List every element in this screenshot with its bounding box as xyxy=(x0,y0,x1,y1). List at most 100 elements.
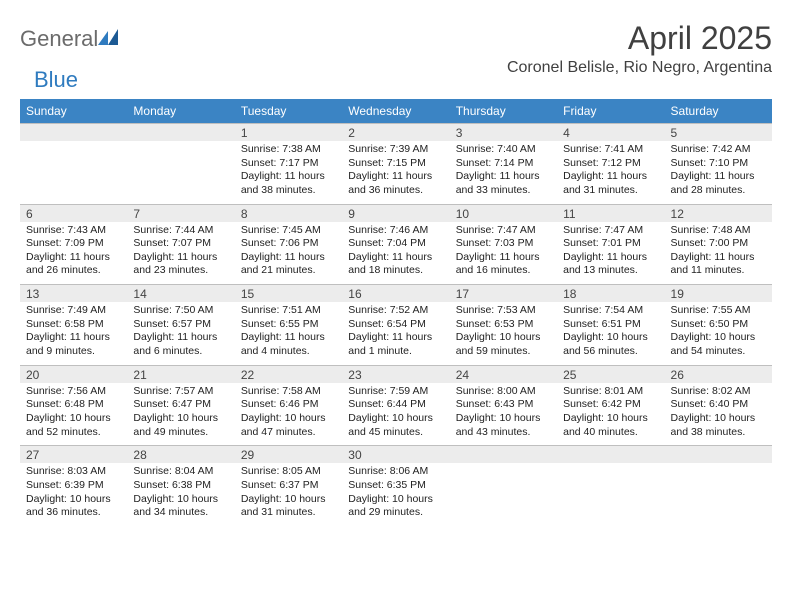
day-body: Sunrise: 7:59 AMSunset: 6:44 PMDaylight:… xyxy=(342,383,449,446)
sunset-line: Sunset: 6:37 PM xyxy=(241,479,336,493)
sunset-line: Sunset: 6:42 PM xyxy=(563,398,658,412)
sunset-line: Sunset: 7:00 PM xyxy=(671,237,766,251)
day-number: 26 xyxy=(665,366,772,383)
day-body: Sunrise: 7:50 AMSunset: 6:57 PMDaylight:… xyxy=(127,302,234,365)
day-number: 28 xyxy=(127,446,234,463)
daylight-line: Daylight: 11 hours and 26 minutes. xyxy=(26,251,121,278)
sunrise-line: Sunrise: 7:45 AM xyxy=(241,224,336,238)
day-number: 7 xyxy=(127,205,234,222)
sunrise-line: Sunrise: 7:52 AM xyxy=(348,304,443,318)
day-cell: 30Sunrise: 8:06 AMSunset: 6:35 PMDayligh… xyxy=(342,446,449,526)
sunrise-line: Sunrise: 7:47 AM xyxy=(563,224,658,238)
day-body: Sunrise: 7:38 AMSunset: 7:17 PMDaylight:… xyxy=(235,141,342,204)
day-cell: 29Sunrise: 8:05 AMSunset: 6:37 PMDayligh… xyxy=(235,446,342,526)
sunset-line: Sunset: 7:01 PM xyxy=(563,237,658,251)
day-cell: 9Sunrise: 7:46 AMSunset: 7:04 PMDaylight… xyxy=(342,204,449,285)
day-cell: 18Sunrise: 7:54 AMSunset: 6:51 PMDayligh… xyxy=(557,285,664,366)
sunset-line: Sunset: 7:09 PM xyxy=(26,237,121,251)
dow-saturday: Saturday xyxy=(665,99,772,124)
sunrise-line: Sunrise: 7:57 AM xyxy=(133,385,228,399)
day-body: Sunrise: 7:53 AMSunset: 6:53 PMDaylight:… xyxy=(450,302,557,365)
sunrise-line: Sunrise: 7:55 AM xyxy=(671,304,766,318)
sunset-line: Sunset: 7:17 PM xyxy=(241,157,336,171)
daylight-line: Daylight: 10 hours and 29 minutes. xyxy=(348,493,443,520)
day-number xyxy=(557,446,664,463)
day-number xyxy=(665,446,772,463)
day-cell: 10Sunrise: 7:47 AMSunset: 7:03 PMDayligh… xyxy=(450,204,557,285)
day-cell: 21Sunrise: 7:57 AMSunset: 6:47 PMDayligh… xyxy=(127,365,234,446)
week-row: 13Sunrise: 7:49 AMSunset: 6:58 PMDayligh… xyxy=(20,285,772,366)
sunrise-line: Sunrise: 7:50 AM xyxy=(133,304,228,318)
day-body: Sunrise: 7:40 AMSunset: 7:14 PMDaylight:… xyxy=(450,141,557,204)
day-cell xyxy=(665,446,772,526)
sunrise-line: Sunrise: 8:04 AM xyxy=(133,465,228,479)
day-cell: 2Sunrise: 7:39 AMSunset: 7:15 PMDaylight… xyxy=(342,124,449,205)
sunset-line: Sunset: 6:54 PM xyxy=(348,318,443,332)
sunrise-line: Sunrise: 7:40 AM xyxy=(456,143,551,157)
sunrise-line: Sunrise: 7:59 AM xyxy=(348,385,443,399)
brand-part1: General xyxy=(20,26,98,52)
sunrise-line: Sunrise: 8:03 AM xyxy=(26,465,121,479)
day-body: Sunrise: 7:51 AMSunset: 6:55 PMDaylight:… xyxy=(235,302,342,365)
day-number: 10 xyxy=(450,205,557,222)
day-number: 1 xyxy=(235,124,342,141)
day-cell xyxy=(20,124,127,205)
day-body: Sunrise: 7:41 AMSunset: 7:12 PMDaylight:… xyxy=(557,141,664,204)
sunrise-line: Sunrise: 7:48 AM xyxy=(671,224,766,238)
brand-part2: Blue xyxy=(34,67,78,93)
day-body: Sunrise: 7:58 AMSunset: 6:46 PMDaylight:… xyxy=(235,383,342,446)
day-cell: 23Sunrise: 7:59 AMSunset: 6:44 PMDayligh… xyxy=(342,365,449,446)
week-row: 6Sunrise: 7:43 AMSunset: 7:09 PMDaylight… xyxy=(20,204,772,285)
day-number: 2 xyxy=(342,124,449,141)
day-cell: 20Sunrise: 7:56 AMSunset: 6:48 PMDayligh… xyxy=(20,365,127,446)
sunset-line: Sunset: 6:40 PM xyxy=(671,398,766,412)
day-cell: 17Sunrise: 7:53 AMSunset: 6:53 PMDayligh… xyxy=(450,285,557,366)
sunrise-line: Sunrise: 7:46 AM xyxy=(348,224,443,238)
daylight-line: Daylight: 11 hours and 33 minutes. xyxy=(456,170,551,197)
day-number: 23 xyxy=(342,366,449,383)
day-number: 4 xyxy=(557,124,664,141)
day-body: Sunrise: 7:49 AMSunset: 6:58 PMDaylight:… xyxy=(20,302,127,365)
location-line: Coronel Belisle, Rio Negro, Argentina xyxy=(507,59,772,77)
day-body: Sunrise: 7:47 AMSunset: 7:03 PMDaylight:… xyxy=(450,222,557,285)
sunset-line: Sunset: 6:43 PM xyxy=(456,398,551,412)
daylight-line: Daylight: 11 hours and 13 minutes. xyxy=(563,251,658,278)
sunset-line: Sunset: 6:51 PM xyxy=(563,318,658,332)
day-number xyxy=(450,446,557,463)
day-body: Sunrise: 8:04 AMSunset: 6:38 PMDaylight:… xyxy=(127,463,234,526)
day-cell: 11Sunrise: 7:47 AMSunset: 7:01 PMDayligh… xyxy=(557,204,664,285)
sunrise-line: Sunrise: 7:42 AM xyxy=(671,143,766,157)
day-body: Sunrise: 7:54 AMSunset: 6:51 PMDaylight:… xyxy=(557,302,664,365)
day-number xyxy=(20,124,127,141)
sunrise-line: Sunrise: 7:51 AM xyxy=(241,304,336,318)
sunset-line: Sunset: 7:10 PM xyxy=(671,157,766,171)
daylight-line: Daylight: 11 hours and 1 minute. xyxy=(348,331,443,358)
day-cell: 27Sunrise: 8:03 AMSunset: 6:39 PMDayligh… xyxy=(20,446,127,526)
day-number: 3 xyxy=(450,124,557,141)
day-number: 19 xyxy=(665,285,772,302)
day-body: Sunrise: 7:55 AMSunset: 6:50 PMDaylight:… xyxy=(665,302,772,365)
day-number: 12 xyxy=(665,205,772,222)
day-cell: 3Sunrise: 7:40 AMSunset: 7:14 PMDaylight… xyxy=(450,124,557,205)
day-cell: 25Sunrise: 8:01 AMSunset: 6:42 PMDayligh… xyxy=(557,365,664,446)
day-cell: 24Sunrise: 8:00 AMSunset: 6:43 PMDayligh… xyxy=(450,365,557,446)
sunset-line: Sunset: 6:48 PM xyxy=(26,398,121,412)
day-body: Sunrise: 7:45 AMSunset: 7:06 PMDaylight:… xyxy=(235,222,342,285)
calendar-table: Sunday Monday Tuesday Wednesday Thursday… xyxy=(20,99,772,526)
day-body: Sunrise: 7:43 AMSunset: 7:09 PMDaylight:… xyxy=(20,222,127,285)
day-number: 20 xyxy=(20,366,127,383)
day-number: 14 xyxy=(127,285,234,302)
day-body xyxy=(127,141,234,201)
day-number: 24 xyxy=(450,366,557,383)
daylight-line: Daylight: 11 hours and 28 minutes. xyxy=(671,170,766,197)
day-cell: 7Sunrise: 7:44 AMSunset: 7:07 PMDaylight… xyxy=(127,204,234,285)
sunset-line: Sunset: 7:12 PM xyxy=(563,157,658,171)
daylight-line: Daylight: 10 hours and 38 minutes. xyxy=(671,412,766,439)
day-body: Sunrise: 7:46 AMSunset: 7:04 PMDaylight:… xyxy=(342,222,449,285)
sunrise-line: Sunrise: 7:39 AM xyxy=(348,143,443,157)
daylight-line: Daylight: 10 hours and 45 minutes. xyxy=(348,412,443,439)
day-body: Sunrise: 8:03 AMSunset: 6:39 PMDaylight:… xyxy=(20,463,127,526)
day-body xyxy=(20,141,127,201)
sunset-line: Sunset: 7:03 PM xyxy=(456,237,551,251)
day-number xyxy=(127,124,234,141)
